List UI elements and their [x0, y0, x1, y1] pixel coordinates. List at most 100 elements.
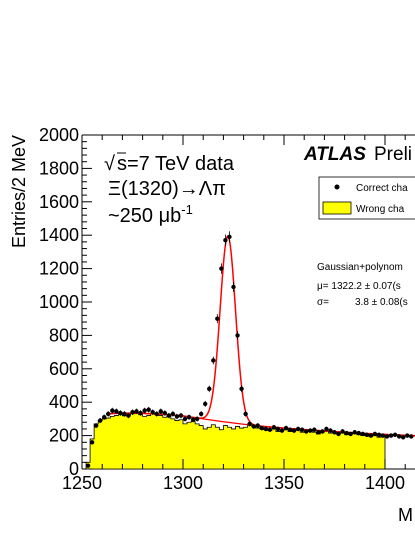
fit-mu-text: μ= 1322.2 ± 0.07(s [317, 281, 401, 292]
data-point [304, 429, 309, 434]
data-point [356, 430, 361, 436]
y-tick-label: 0 [69, 459, 79, 479]
data-point [247, 421, 252, 427]
data-point [405, 433, 410, 438]
data-point [336, 431, 341, 437]
data-point [203, 401, 208, 407]
data-point [182, 416, 188, 422]
data-point [283, 425, 289, 431]
data-point [332, 430, 337, 435]
legend-label-correct: Correct cha [356, 183, 408, 194]
data-point [251, 424, 256, 429]
data-point [308, 428, 313, 433]
data-point [344, 430, 349, 436]
y-tick-label: 1000 [39, 292, 79, 312]
legend-label-wrong: Wrong cha [356, 204, 405, 215]
data-point [295, 426, 301, 432]
data-point [380, 433, 386, 438]
data-point [364, 432, 370, 437]
data-point [93, 423, 99, 428]
data-point [170, 411, 176, 417]
energy-text: s=7 TeV data [117, 153, 235, 175]
x-axis-title: M [398, 505, 413, 525]
atlas-status: Preli [374, 144, 412, 165]
data-point [396, 434, 402, 439]
y-tick-label: 1400 [39, 225, 79, 245]
luminosity-exp: -1 [181, 202, 193, 217]
data-point [162, 410, 168, 416]
data-point [259, 425, 264, 431]
correct-charge-points [85, 231, 414, 468]
data-point [114, 409, 119, 414]
y-tick-label: 1200 [39, 259, 79, 279]
data-point [130, 410, 135, 415]
data-point [186, 415, 192, 420]
x-tick-label: 1350 [264, 473, 304, 493]
data-point [271, 425, 277, 430]
y-tick-label: 1600 [39, 192, 79, 212]
data-point [223, 238, 228, 243]
decay-annotation: Ξ(1320)→Λπ [108, 178, 226, 200]
data-point [102, 415, 107, 420]
data-point [400, 435, 406, 440]
legend-fill-icon [322, 201, 352, 215]
data-point [110, 408, 115, 413]
data-point [215, 316, 220, 321]
x-tick-label: 1400 [365, 473, 405, 493]
data-point [231, 284, 236, 290]
data-point [384, 434, 390, 439]
data-point [279, 428, 285, 433]
data-point [146, 407, 151, 412]
data-point [348, 431, 353, 437]
data-point [198, 411, 204, 417]
axis-ticks [81, 134, 406, 470]
data-point [134, 409, 139, 414]
data-point [106, 411, 111, 417]
y-tick-label: 400 [49, 392, 79, 412]
data-point [178, 413, 184, 418]
data-point [320, 429, 325, 434]
atlas-label: ATLAS [303, 144, 366, 165]
data-point [267, 427, 273, 432]
data-point [89, 440, 95, 445]
data-point [368, 433, 374, 438]
data-point [275, 426, 281, 432]
data-point [219, 266, 224, 271]
data-point [255, 423, 260, 428]
sqrt-symbol: √ [104, 153, 115, 175]
data-point [328, 428, 333, 433]
data-point [235, 333, 240, 338]
wrong-charge-histogram [85, 412, 386, 470]
data-point [243, 411, 248, 417]
energy-annotation: √ s=7 TeV data [104, 152, 235, 175]
data-point [97, 418, 103, 423]
data-point [194, 416, 200, 422]
data-point [360, 431, 365, 437]
data-point [392, 432, 398, 437]
data-point [118, 410, 123, 416]
data-point [126, 413, 131, 418]
y-tick-label: 2000 [39, 125, 79, 145]
legend-marker-icon [334, 184, 340, 190]
data-point [340, 429, 345, 434]
data-point [154, 411, 159, 417]
luminosity-annotation: ~250 μb-1 [108, 202, 193, 227]
data-point [388, 433, 394, 438]
data-point [174, 414, 180, 419]
data-point [207, 386, 212, 392]
y-tick-label: 1800 [39, 158, 79, 178]
x-tick-labels: 1250 1300 1350 1400 [62, 473, 405, 493]
y-tick-label: 200 [49, 426, 79, 446]
data-point [291, 428, 297, 433]
data-point [138, 410, 143, 416]
x-tick-label: 1250 [62, 473, 102, 493]
data-point [85, 463, 91, 468]
data-point [211, 358, 216, 363]
y-tick-label: 800 [49, 325, 79, 345]
data-point [372, 431, 378, 437]
data-point [158, 409, 163, 414]
legend: Correct cha Wrong cha [318, 176, 415, 220]
data-point [239, 386, 244, 392]
data-point [287, 427, 293, 432]
